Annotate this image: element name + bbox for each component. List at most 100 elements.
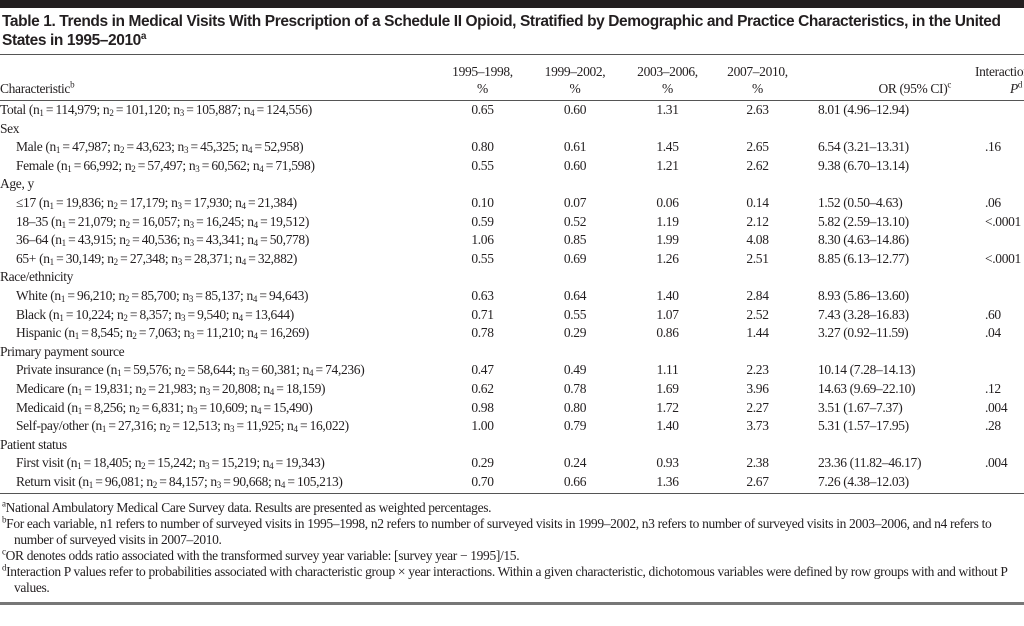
interaction-p-value: .04: [985, 325, 1001, 341]
characteristic-cell: 65+ (n1 = 30,149; n2 = 27,348; n3 = 28,3…: [16, 250, 298, 267]
sample-size: n1 = 30,149;: [43, 250, 105, 267]
header-period-4: 2007–2010,%: [727, 64, 788, 96]
percent-period-3: 0.86: [656, 325, 679, 341]
percent-period-4: 2.67: [746, 473, 769, 489]
divider: [0, 100, 1024, 101]
sample-size: n4 = 105,213): [274, 473, 343, 490]
header-row: Characteristicb 1995–1998,% 1999–2002,% …: [0, 55, 1024, 97]
percent-period-3: 0.93: [656, 455, 679, 471]
characteristic-name: Male: [16, 139, 43, 155]
table-row: ≤17 (n1 = 19,836; n2 = 17,179; n3 = 17,9…: [0, 194, 1024, 213]
sample-size: n3 = 105,887;: [173, 102, 241, 118]
sample-size: n3 = 10,609;: [186, 399, 248, 416]
characteristic-cell: Medicare (n1 = 19,831; n2 = 21,983; n3 =…: [16, 380, 326, 397]
characteristic-name: 18–35: [16, 213, 49, 229]
sample-size: n2 = 40,536;: [119, 232, 181, 249]
interaction-p-value: .004: [985, 455, 1008, 471]
percent-period-4: 4.08: [746, 232, 769, 248]
sample-size: n4 = 32,882): [235, 250, 298, 267]
sample-size: n3 = 85,137;: [182, 287, 244, 304]
percent-period-1: 0.10: [471, 194, 494, 210]
sample-size: n2 = 101,120;: [102, 102, 171, 118]
percent-period-1: 0.71: [471, 306, 494, 322]
characteristic-name: Patient status: [0, 436, 67, 452]
interaction-p-value: [975, 473, 1024, 492]
percent-period-2: 0.24: [563, 455, 587, 471]
characteristic-cell: Primary payment source: [0, 343, 1024, 362]
group-header-row: Age, y: [0, 175, 1024, 194]
characteristic-name: Private insurance: [16, 362, 104, 378]
sample-size: n1 = 66,992;: [60, 157, 122, 174]
percent-period-4: 3.96: [746, 380, 769, 396]
characteristic-name: 36–64: [16, 232, 49, 248]
percent-period-3: 1.45: [656, 139, 679, 155]
table-row: Private insurance (n1 = 59,576; n2 = 58,…: [0, 361, 1024, 380]
characteristic-name: First visit: [16, 455, 64, 471]
group-header-row: Sex: [0, 120, 1024, 139]
characteristic-cell: 18–35 (n1 = 21,079; n2 = 16,057; n3 = 16…: [16, 213, 309, 230]
percent-period-3: 1.72: [656, 399, 679, 415]
odds-ratio: 8.30 (4.63–14.86): [818, 232, 909, 248]
odds-ratio: 23.36 (11.82–46.17): [818, 455, 922, 471]
odds-ratio: 14.63 (9.69–22.10): [818, 380, 916, 396]
characteristic-cell: Male (n1 = 47,987; n2 = 43,623; n3 = 45,…: [16, 139, 304, 156]
percent-period-2: 0.79: [563, 418, 587, 434]
sample-size: n3 = 9,540;: [174, 306, 230, 323]
characteristic-cell: First visit (n1 = 18,405; n2 = 15,242; n…: [16, 455, 325, 472]
characteristic-cell: Total (n1 = 114,979; n2 = 101,120; n3 = …: [0, 102, 312, 118]
sample-size: n1 = 27,316;: [95, 418, 157, 435]
characteristic-name: Total: [0, 102, 26, 117]
sample-size: n4 = 19,343): [262, 455, 325, 472]
percent-period-1: 0.62: [471, 380, 494, 396]
percent-period-4: 2.38: [746, 455, 769, 471]
sample-size: n2 = 85,700;: [118, 287, 180, 304]
sample-size: n3 = 17,930;: [171, 194, 233, 211]
percent-period-3: 1.11: [656, 362, 679, 378]
sample-size: n3 = 11,925;: [223, 418, 285, 435]
percent-period-4: 2.52: [746, 306, 769, 322]
percent-period-2: 0.85: [563, 232, 587, 248]
characteristic-name: Race/ethnicity: [0, 269, 74, 285]
percent-period-3: 1.40: [656, 418, 679, 434]
percent-period-1: 0.47: [471, 362, 494, 378]
characteristic-name: Female: [16, 157, 54, 173]
top-bar: [0, 0, 1024, 8]
characteristic-cell: Female (n1 = 66,992; n2 = 57,497; n3 = 6…: [16, 157, 315, 174]
header-period-2: 1999–2002,%: [544, 64, 606, 96]
sample-size: n2 = 21,983;: [135, 380, 197, 397]
data-table: Characteristicb 1995–1998,% 1999–2002,% …: [0, 55, 1024, 491]
percent-period-1: 1.06: [471, 232, 494, 248]
characteristic-cell: Black (n1 = 10,224; n2 = 8,357; n3 = 9,5…: [16, 306, 294, 323]
header-interaction-p: InteractionPd: [975, 64, 1024, 96]
table-row: Male (n1 = 47,987; n2 = 43,623; n3 = 45,…: [0, 138, 1024, 157]
percent-period-2: 0.55: [563, 306, 587, 322]
odds-ratio: 5.31 (1.57–17.95): [818, 418, 909, 434]
percent-period-4: 2.84: [746, 287, 769, 303]
sample-size: n2 = 15,242;: [134, 455, 196, 472]
sample-size: n2 = 16,057;: [119, 213, 181, 230]
divider: [0, 54, 1024, 55]
table-row: Black (n1 = 10,224; n2 = 8,357; n3 = 9,5…: [0, 306, 1024, 325]
interaction-p-value: .06: [985, 194, 1001, 210]
percent-period-4: 0.14: [746, 194, 769, 210]
percent-period-3: 1.69: [656, 380, 679, 396]
sample-size: n1 = 96,210;: [54, 287, 116, 304]
sample-size: n4 = 18,159): [263, 380, 326, 397]
table-row: 18–35 (n1 = 21,079; n2 = 16,057; n3 = 16…: [0, 213, 1024, 232]
odds-ratio: 3.27 (0.92–11.59): [818, 325, 909, 341]
percent-period-1: 1.00: [471, 418, 494, 434]
sample-size: n2 = 43,623;: [113, 139, 175, 156]
sample-size: n2 = 57,497;: [124, 157, 186, 174]
sample-size: n2 = 17,179;: [107, 194, 169, 211]
percent-period-4: 2.63: [746, 102, 769, 117]
table-row: Self-pay/other (n1 = 27,316; n2 = 12,513…: [0, 417, 1024, 436]
percent-period-2: 0.80: [563, 399, 587, 415]
percent-period-2: 0.69: [563, 250, 587, 266]
sample-size: n2 = 84,157;: [146, 473, 208, 490]
footnote: bFor each variable, n1 refers to number …: [2, 514, 992, 548]
interaction-p-value: [975, 287, 1024, 306]
sample-size: n1 = 21,079;: [55, 213, 117, 230]
characteristic-cell: Race/ethnicity: [0, 268, 1024, 287]
title-footnote-mark: a: [140, 30, 147, 42]
characteristic-name: Sex: [0, 120, 20, 136]
